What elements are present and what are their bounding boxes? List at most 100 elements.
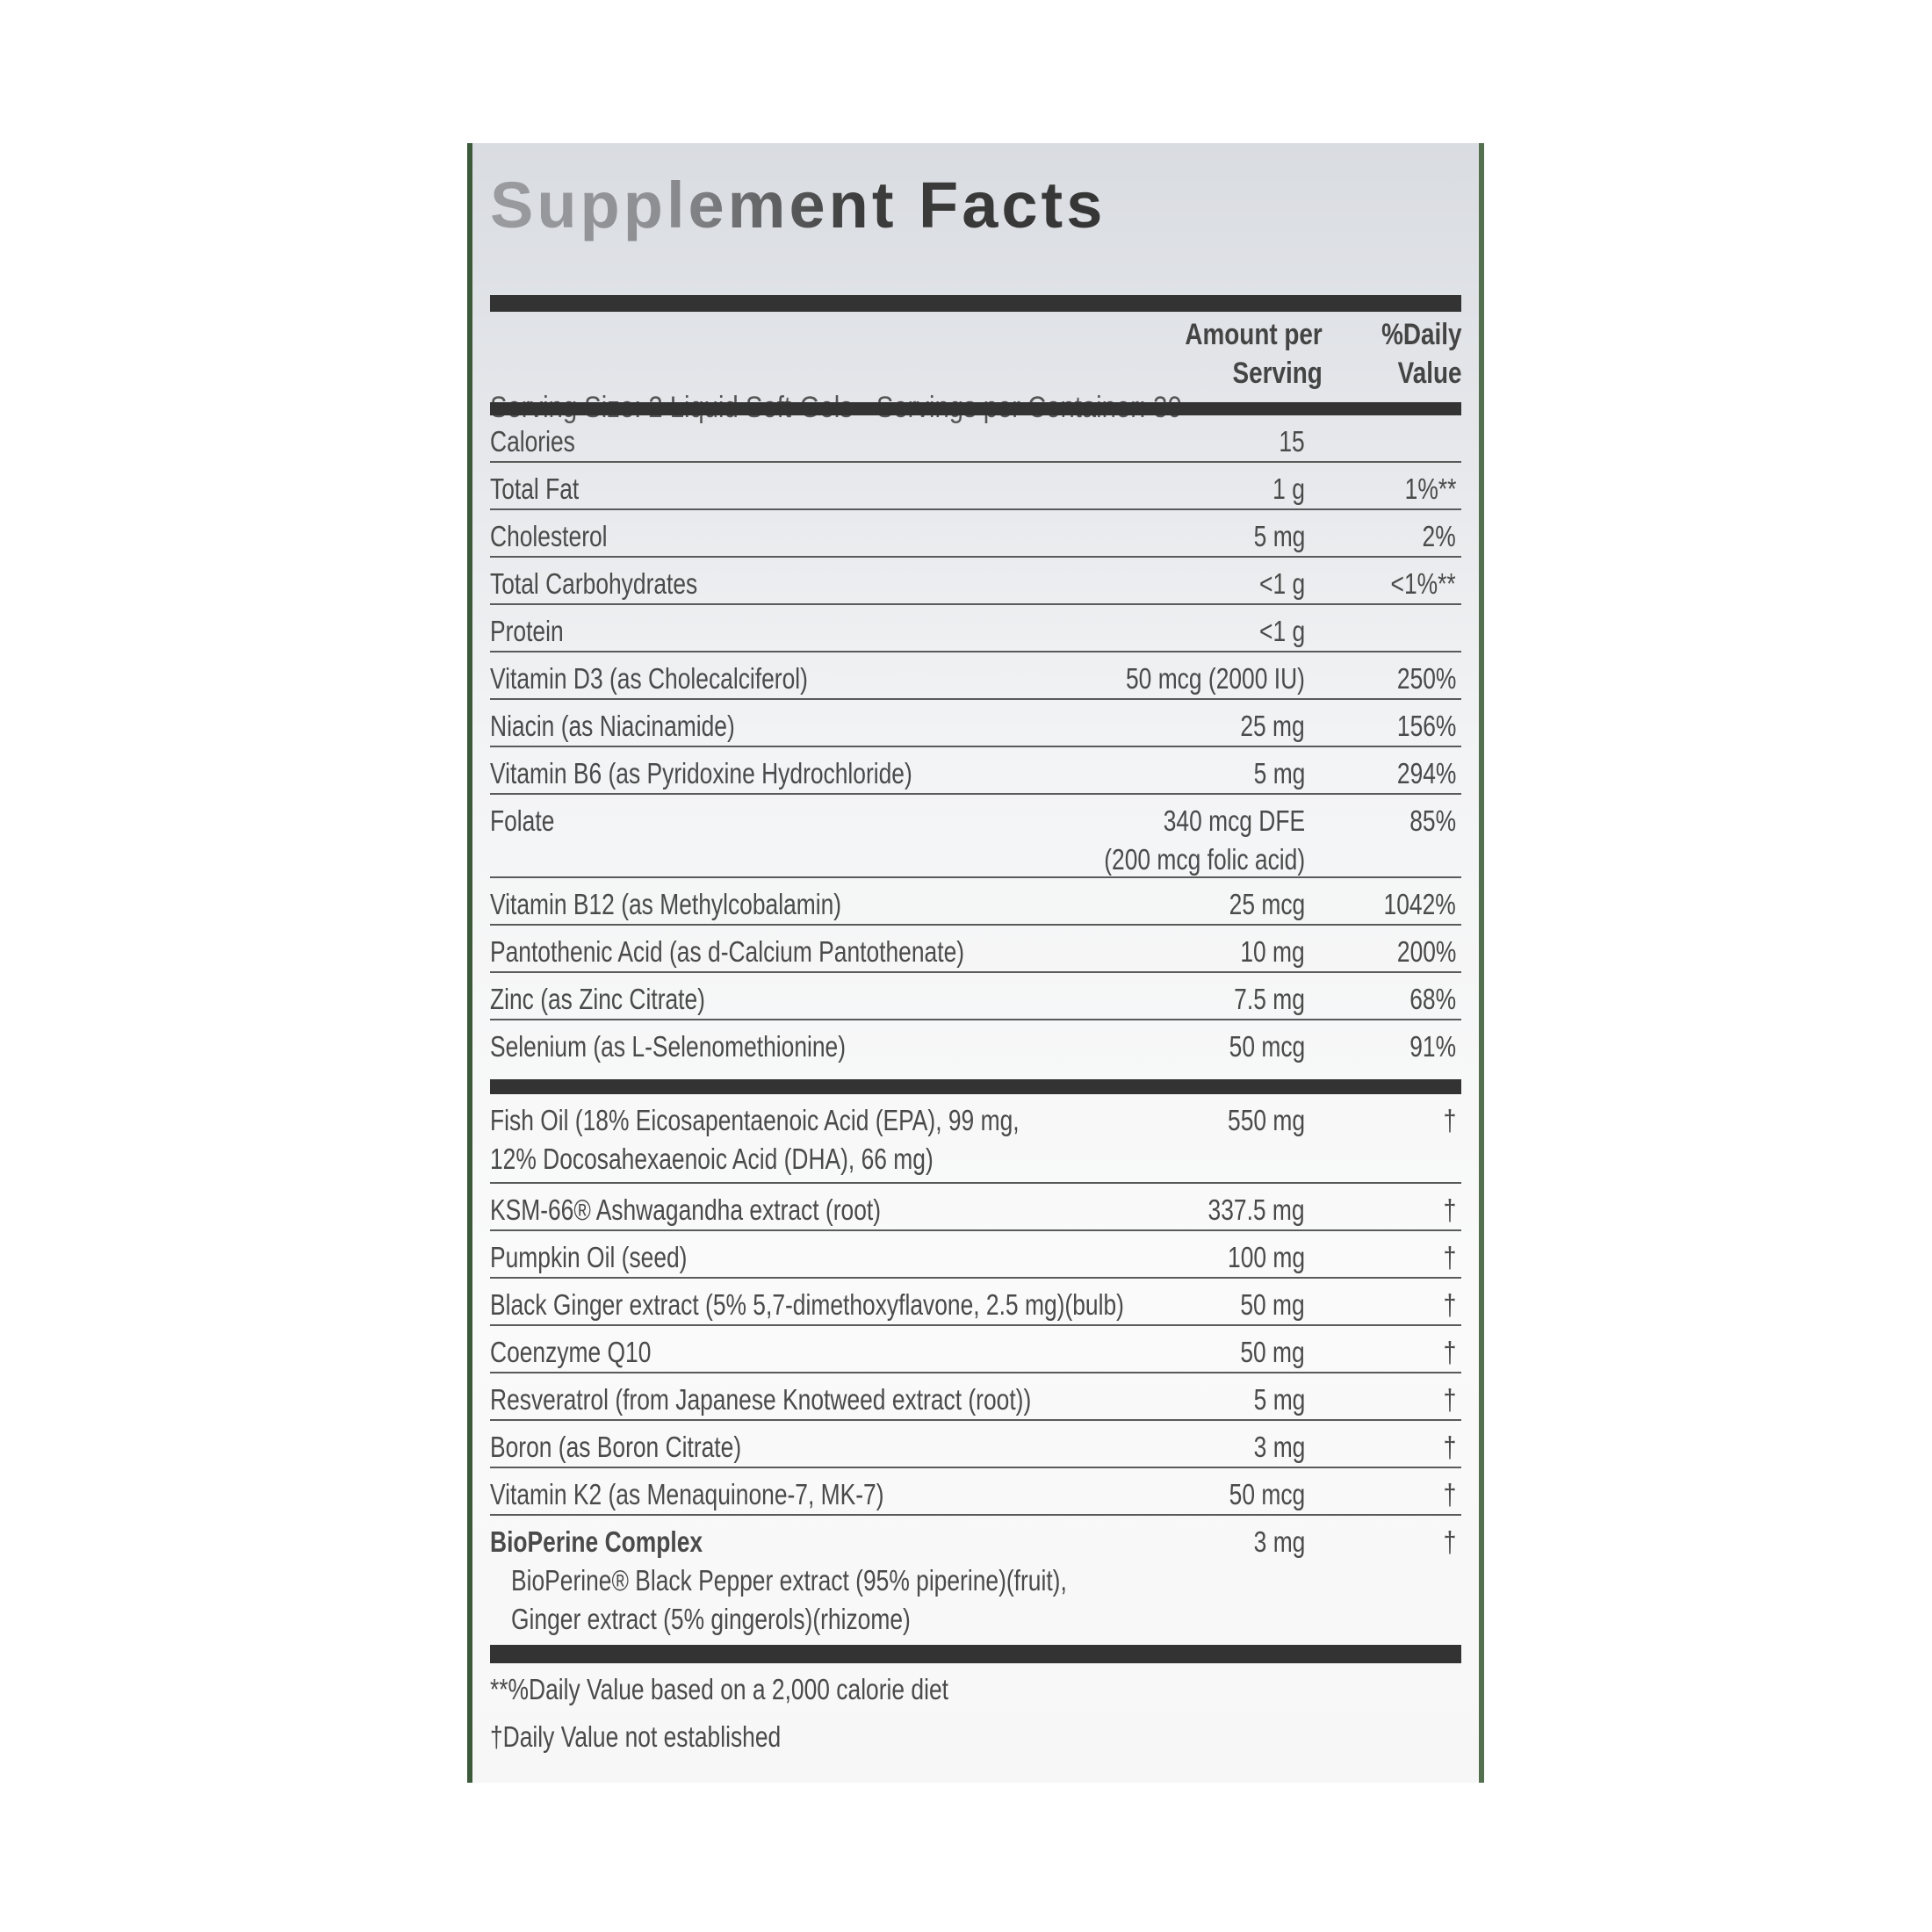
row-label: Zinc (as Zinc Citrate) bbox=[490, 980, 705, 1019]
row-amount: 50 mcg bbox=[1229, 1475, 1305, 1514]
amount-value: 50 mg bbox=[1240, 1336, 1305, 1368]
amount-value: 1 g bbox=[1272, 472, 1305, 505]
row-daily-value: 85% bbox=[1409, 804, 1456, 837]
table-row: Niacin (as Niacinamide) 25 mg 156% bbox=[490, 700, 1461, 747]
table-row: Vitamin B6 (as Pyridoxine Hydrochloride)… bbox=[490, 747, 1461, 795]
table-row: Zinc (as Zinc Citrate) 7.5 mg 68% bbox=[490, 973, 1461, 1020]
row-name: Vitamin B12 (as Methylcobalamin) bbox=[490, 888, 842, 920]
table-row: Pumpkin Oil (seed) 100 mg † bbox=[490, 1231, 1461, 1279]
amount-header-line1: Amount per bbox=[1185, 318, 1323, 351]
row-label: Boron (as Boron Citrate) bbox=[490, 1428, 741, 1467]
row-daily-value: 200% bbox=[1396, 935, 1456, 968]
amount-value: 50 mcg bbox=[1229, 1030, 1305, 1063]
row-daily-value: † bbox=[1443, 1336, 1456, 1368]
dv-header-line2: Value bbox=[1397, 357, 1461, 390]
row-daily-value: † bbox=[1443, 1478, 1456, 1510]
table-row: Coenzyme Q10 50 mg † bbox=[490, 1326, 1461, 1373]
nutrient-table: Calories 15 Total Fat 1 g 1%** Cholesterol 5 m… bbox=[490, 415, 1461, 1077]
row-amount: 340 mcg DFE (200 mcg folic acid) bbox=[1104, 802, 1305, 879]
row-amount: 1 g bbox=[1272, 470, 1305, 508]
row-name: Resveratrol (from Japanese Knotweed extr… bbox=[490, 1383, 1032, 1416]
column-header: Amount per Serving %Daily Value bbox=[490, 312, 1461, 402]
row-label: Protein bbox=[490, 612, 564, 651]
row-name: Selenium (as L-Selenomethionine) bbox=[490, 1030, 847, 1063]
row-label: Pantothenic Acid (as d-Calcium Pantothen… bbox=[490, 933, 964, 971]
amount-value: 50 mg bbox=[1240, 1288, 1305, 1321]
row-amount: 50 mcg (2000 IU) bbox=[1126, 660, 1305, 698]
table-row: KSM-66® Ashwagandha extract (root) 337.5 … bbox=[490, 1184, 1461, 1231]
row-name: Protein bbox=[490, 615, 564, 647]
row-daily-value: 1%** bbox=[1404, 472, 1456, 505]
row-subitem: Ginger extract (5% gingerols)(rhizome) bbox=[511, 1603, 911, 1635]
table-row: Cholesterol 5 mg 2% bbox=[490, 510, 1461, 558]
row-amount: 337.5 mg bbox=[1208, 1191, 1305, 1229]
table-row: Fish Oil (18% Eicosapentaenoic Acid (EPA… bbox=[490, 1094, 1461, 1184]
table-row: Pantothenic Acid (as d-Calcium Pantothen… bbox=[490, 926, 1461, 973]
row-label: BioPerine Complex BioPerine® Black Pepper… bbox=[490, 1523, 1067, 1639]
table-row: Total Fat 1 g 1%** bbox=[490, 463, 1461, 510]
row-label: Total Carbohydrates bbox=[490, 565, 697, 603]
row-label: Vitamin B12 (as Methylcobalamin) bbox=[490, 885, 841, 924]
row-amount: 25 mcg bbox=[1229, 885, 1305, 924]
thick-divider bbox=[490, 402, 1461, 415]
row-subitem: BioPerine® Black Pepper extract (95% pip… bbox=[511, 1564, 1067, 1597]
row-label: Vitamin K2 (as Menaquinone-7, MK-7) bbox=[490, 1475, 884, 1514]
table-row: Folate 340 mcg DFE (200 mcg folic acid) 85% bbox=[490, 795, 1461, 878]
row-daily-value: <1%** bbox=[1390, 567, 1456, 600]
row-daily-value: † bbox=[1443, 1241, 1456, 1273]
row-amount: 25 mg bbox=[1241, 707, 1305, 746]
amount-value: 10 mg bbox=[1240, 935, 1305, 968]
row-name: Pantothenic Acid (as d-Calcium Pantothen… bbox=[490, 935, 965, 968]
row-name: KSM-66® Ashwagandha extract (root) bbox=[490, 1193, 881, 1226]
row-amount: 10 mg bbox=[1241, 933, 1305, 971]
table-row: Total Carbohydrates <1 g <1%** bbox=[490, 558, 1461, 605]
row-name: Black Ginger extract (5% 5,7-dimethoxyfl… bbox=[490, 1288, 1124, 1321]
amount-value: 15 bbox=[1279, 425, 1305, 458]
row-amount: 7.5 mg bbox=[1234, 980, 1305, 1019]
row-amount: 3 mg bbox=[1253, 1523, 1305, 1561]
row-label: Selenium (as L-Selenomethionine) bbox=[490, 1027, 846, 1066]
row-amount: 50 mcg bbox=[1229, 1027, 1305, 1066]
amount-value: 3 mg bbox=[1253, 1525, 1305, 1558]
row-daily-value: 156% bbox=[1396, 710, 1456, 742]
amount-value-cont: (200 mcg folic acid) bbox=[1104, 843, 1305, 876]
row-label: Vitamin D3 (as Cholecalciferol) bbox=[490, 660, 808, 698]
supplement-facts-panel: Supplement Facts Serving Size: 2 Liquid … bbox=[467, 143, 1484, 1783]
row-label: Fish Oil (18% Eicosapentaenoic Acid (EPA… bbox=[490, 1101, 1020, 1179]
row-amount: 5 mg bbox=[1253, 517, 1305, 556]
table-row: Resveratrol (from Japanese Knotweed extr… bbox=[490, 1373, 1461, 1421]
row-name: Total Fat bbox=[490, 472, 580, 505]
row-amount: 15 bbox=[1280, 422, 1305, 461]
row-name: Niacin (as Niacinamide) bbox=[490, 710, 735, 742]
footnote-daily-value: **%Daily Value based on a 2,000 calorie … bbox=[490, 1673, 948, 1705]
table-row: Vitamin D3 (as Cholecalciferol) 50 mcg (2… bbox=[490, 652, 1461, 700]
table-row: Vitamin B12 (as Methylcobalamin) 25 mcg 10… bbox=[490, 878, 1461, 926]
row-amount: 50 mg bbox=[1241, 1286, 1305, 1324]
row-daily-value: † bbox=[1443, 1288, 1456, 1321]
row-label: Folate bbox=[490, 802, 554, 840]
thick-divider bbox=[490, 1645, 1461, 1663]
ingredient-table: Fish Oil (18% Eicosapentaenoic Acid (EPA… bbox=[490, 1094, 1461, 1640]
amount-header-line2: Serving bbox=[1232, 357, 1323, 390]
row-name: Vitamin K2 (as Menaquinone-7, MK-7) bbox=[490, 1478, 884, 1510]
amount-value: 5 mg bbox=[1253, 1383, 1305, 1416]
amount-value: 100 mg bbox=[1227, 1241, 1305, 1273]
amount-value: 337.5 mg bbox=[1208, 1193, 1305, 1226]
row-label: Coenzyme Q10 bbox=[490, 1333, 651, 1372]
row-name: Boron (as Boron Citrate) bbox=[490, 1431, 742, 1463]
row-daily-value: † bbox=[1443, 1193, 1456, 1226]
row-name: Vitamin D3 (as Cholecalciferol) bbox=[490, 662, 808, 695]
row-daily-value: † bbox=[1443, 1104, 1456, 1136]
row-amount: <1 g bbox=[1259, 612, 1305, 651]
amount-value: <1 g bbox=[1258, 567, 1305, 600]
row-amount: 3 mg bbox=[1253, 1428, 1305, 1467]
row-daily-value: 294% bbox=[1396, 757, 1456, 789]
thick-divider bbox=[490, 1079, 1461, 1094]
row-name: Calories bbox=[490, 425, 575, 458]
row-name: Folate bbox=[490, 804, 555, 837]
row-daily-value: 68% bbox=[1409, 983, 1456, 1015]
table-row: Selenium (as L-Selenomethionine) 50 mcg 91… bbox=[490, 1020, 1461, 1077]
table-row: Calories 15 bbox=[490, 415, 1461, 463]
amount-value: 340 mcg DFE bbox=[1163, 804, 1305, 837]
row-amount: 550 mg bbox=[1228, 1101, 1305, 1140]
